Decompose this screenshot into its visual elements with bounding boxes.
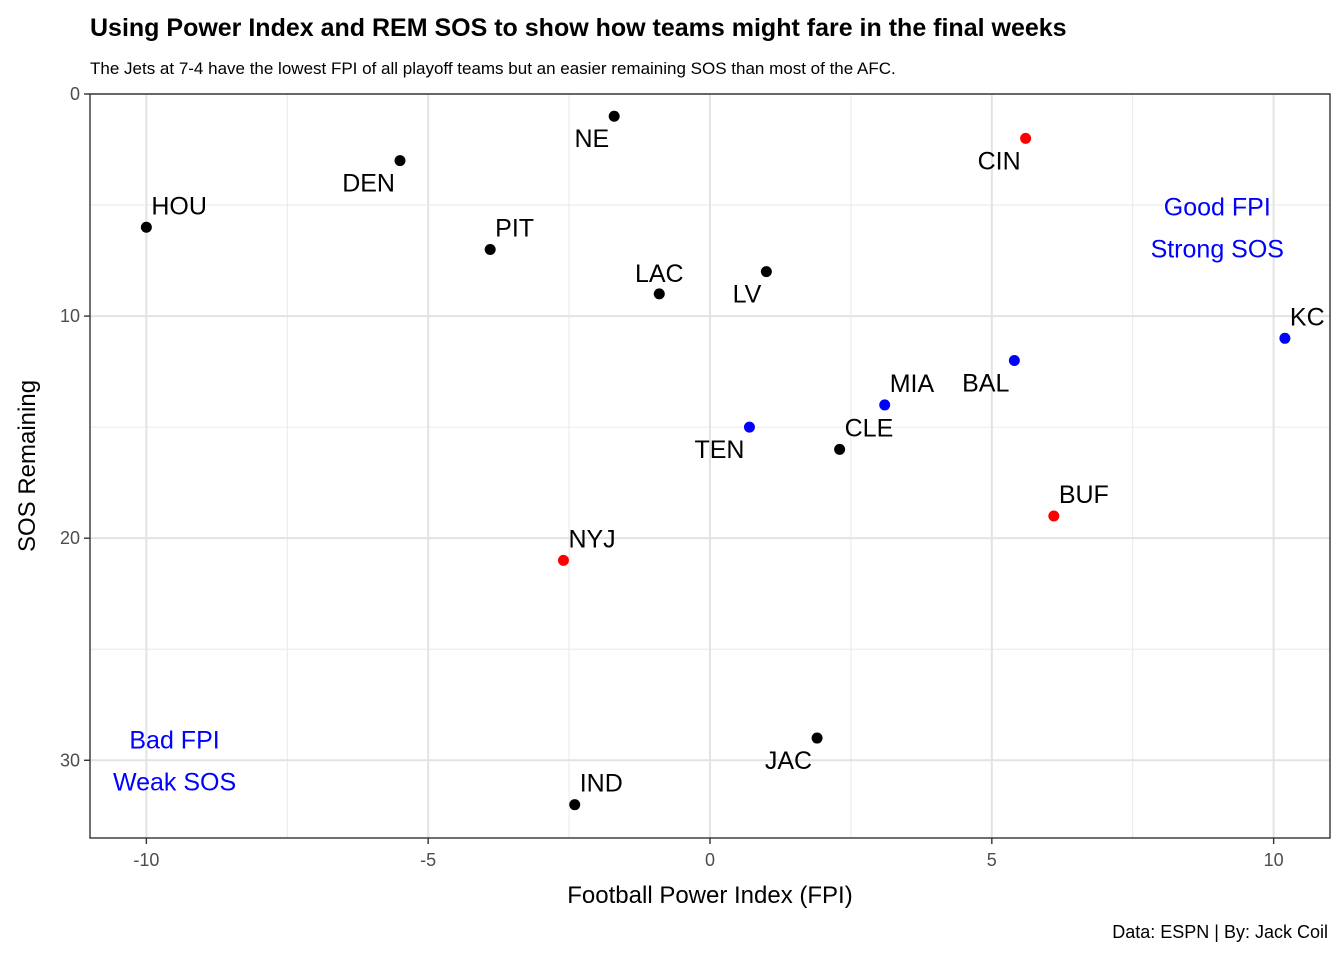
data-label-bal: BAL [962,370,1009,398]
data-label-pit: PIT [495,214,534,242]
quadrant-annotation-text: Strong SOS [1151,235,1284,263]
x-tick-label: -5 [420,850,436,870]
chart-subtitle: The Jets at 7-4 have the lowest FPI of a… [90,59,896,78]
data-point-jac [811,732,823,744]
x-tick-label: -10 [133,850,159,870]
data-label-den: DEN [342,170,395,198]
data-label-mia: MIA [890,370,935,398]
chart-caption: Data: ESPN | By: Jack Coil [1112,922,1328,942]
data-point-cle [834,443,846,455]
data-label-lv: LV [733,281,762,309]
data-label-kc: KC [1290,303,1325,331]
data-point-kc [1279,332,1291,344]
y-tick-label: 0 [70,84,80,104]
chart-title: Using Power Index and REM SOS to show ho… [90,14,1067,42]
data-point-ten [743,421,755,433]
y-tick-label: 20 [60,528,80,548]
data-label-ind: IND [580,770,623,798]
data-point-lac [653,288,665,300]
data-label-cin: CIN [978,147,1021,175]
axes: -10 -5 0 5 10 0 10 20 30 [60,84,1284,870]
x-tick-label: 0 [705,850,715,870]
data-label-buf: BUF [1059,481,1109,509]
y-tick-label: 10 [60,306,80,326]
data-points: NE CIN DEN HOU PIT LV LAC KC BAL MIA TEN CLE BUF NYJ J… [140,110,1325,811]
data-label-hou: HOU [151,192,207,220]
quadrant-annotation-text: Weak SOS [113,768,236,796]
data-point-buf [1048,510,1060,522]
data-point-cin [1020,132,1032,144]
quadrant-annotations: Good FPI Strong SOS Bad FPI Weak SOS [113,193,1284,796]
x-tick-label: 5 [987,850,997,870]
data-label-lac: LAC [635,260,684,288]
data-point-hou [140,221,152,233]
data-point-ne [608,110,620,122]
y-tick-label: 30 [60,750,80,770]
data-label-ne: NE [574,125,609,153]
grid-lines [90,93,1330,838]
data-label-nyj: NYJ [568,525,615,553]
x-axis-title: Football Power Index (FPI) [567,882,852,909]
quadrant-annotation-text: Good FPI [1164,193,1271,221]
data-point-pit [484,243,496,255]
data-point-ind [569,799,581,811]
data-point-bal [1008,355,1020,367]
x-tick-label: 10 [1264,850,1284,870]
data-label-jac: JAC [765,747,812,775]
data-label-cle: CLE [845,414,894,442]
data-point-den [394,155,406,167]
quadrant-annotation-text: Bad FPI [129,726,219,754]
data-point-lv [760,266,772,278]
data-label-ten: TEN [694,436,744,464]
y-axis-title: SOS Remaining [14,380,41,552]
data-point-mia [879,399,891,411]
data-point-nyj [557,554,569,566]
